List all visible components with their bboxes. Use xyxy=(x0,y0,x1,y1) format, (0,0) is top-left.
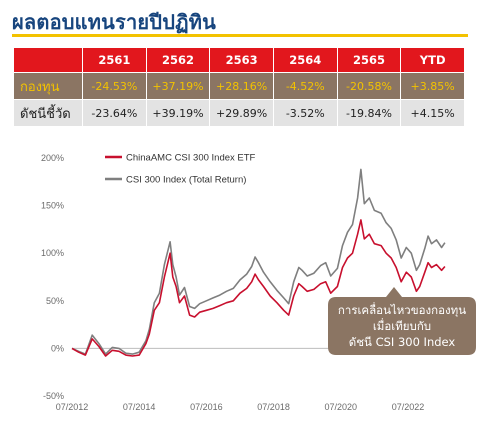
x-tick-label: 07/2018 xyxy=(257,402,290,412)
table-cell: +4.15% xyxy=(400,99,465,127)
table-row-benchmark: ดัชนีชี้วัด -23.64% +39.19% +29.89% -3.5… xyxy=(13,99,465,127)
y-tick-label: 100% xyxy=(41,248,64,258)
x-tick-label: 07/2016 xyxy=(190,402,223,412)
x-tick-label: 07/2012 xyxy=(56,402,89,412)
table-cell: +39.19% xyxy=(145,99,211,127)
y-tick-label: 200% xyxy=(41,153,64,163)
callout-text-line: เมื่อเทียบกับ xyxy=(373,318,431,333)
title-underline xyxy=(12,34,468,37)
header-year: 2563 xyxy=(209,47,274,73)
header-blank xyxy=(13,47,83,73)
x-tick-label: 07/2014 xyxy=(123,402,156,412)
table-cell: -4.52% xyxy=(272,72,338,100)
table-cell: -19.84% xyxy=(336,99,402,127)
y-tick-label: 150% xyxy=(41,201,64,211)
legend-label: CSI 300 Index (Total Return) xyxy=(126,175,246,186)
callout-text-line: ดัชนี CSI 300 Index xyxy=(349,335,456,349)
x-tick-label: 07/2022 xyxy=(392,402,425,412)
legend: ChinaAMC CSI 300 Index ETF CSI 300 Index … xyxy=(105,153,256,186)
table-row-fund: กองทุน -24.53% +37.19% +28.16% -4.52% -2… xyxy=(13,72,465,100)
table-cell: -23.64% xyxy=(82,99,147,127)
header-year: 2561 xyxy=(82,47,147,73)
header-year: 2564 xyxy=(272,47,338,73)
series-layer xyxy=(71,168,446,357)
y-tick-label: -50% xyxy=(43,391,64,401)
table-cell: +28.16% xyxy=(209,72,274,100)
row-label: ดัชนีชี้วัด xyxy=(13,99,83,127)
header-ytd: YTD xyxy=(400,47,465,73)
legend-label: ChinaAMC CSI 300 Index ETF xyxy=(126,153,256,164)
table-cell: -24.53% xyxy=(82,72,147,100)
performance-line-chart: 200%150%100%50%0%-50% 07/2012 07/2014 07/2… xyxy=(41,153,476,412)
series-line xyxy=(71,219,446,357)
table-cell: -20.58% xyxy=(336,72,402,100)
y-tick-label: 50% xyxy=(46,296,64,306)
callout-text-line: การเคลื่อนไหวของกองทุน xyxy=(338,302,466,317)
header-year: 2565 xyxy=(336,47,402,73)
callout-background xyxy=(328,287,476,355)
y-axis: 200% 150% 100% 50% 0% -50% xyxy=(41,153,64,401)
table-cell: +37.19% xyxy=(145,72,211,100)
row-label: กองทุน xyxy=(13,72,83,100)
series-line xyxy=(71,168,446,355)
page-title: ผลตอบแทนรายปีปฏิทิน xyxy=(12,10,216,34)
x-axis: 07/2012 07/2014 07/2016 07/2018 07/2020 07/20… xyxy=(56,402,425,412)
callout-box: การเคลื่อนไหวของกองทุนเมื่อเทียบกับดัชนี… xyxy=(328,287,476,355)
x-tick-label: 07/2020 xyxy=(324,402,357,412)
table-cell: +3.85% xyxy=(400,72,465,100)
annual-returns-table: 2561 2562 2563 2564 2565 YTD กองทุน -24.… xyxy=(13,47,465,127)
table-cell: -3.52% xyxy=(272,99,338,127)
table-header-row: 2561 2562 2563 2564 2565 YTD xyxy=(13,47,465,73)
table-cell: +29.89% xyxy=(209,99,274,127)
y-tick-label: 0% xyxy=(51,343,64,353)
header-year: 2562 xyxy=(145,47,211,73)
